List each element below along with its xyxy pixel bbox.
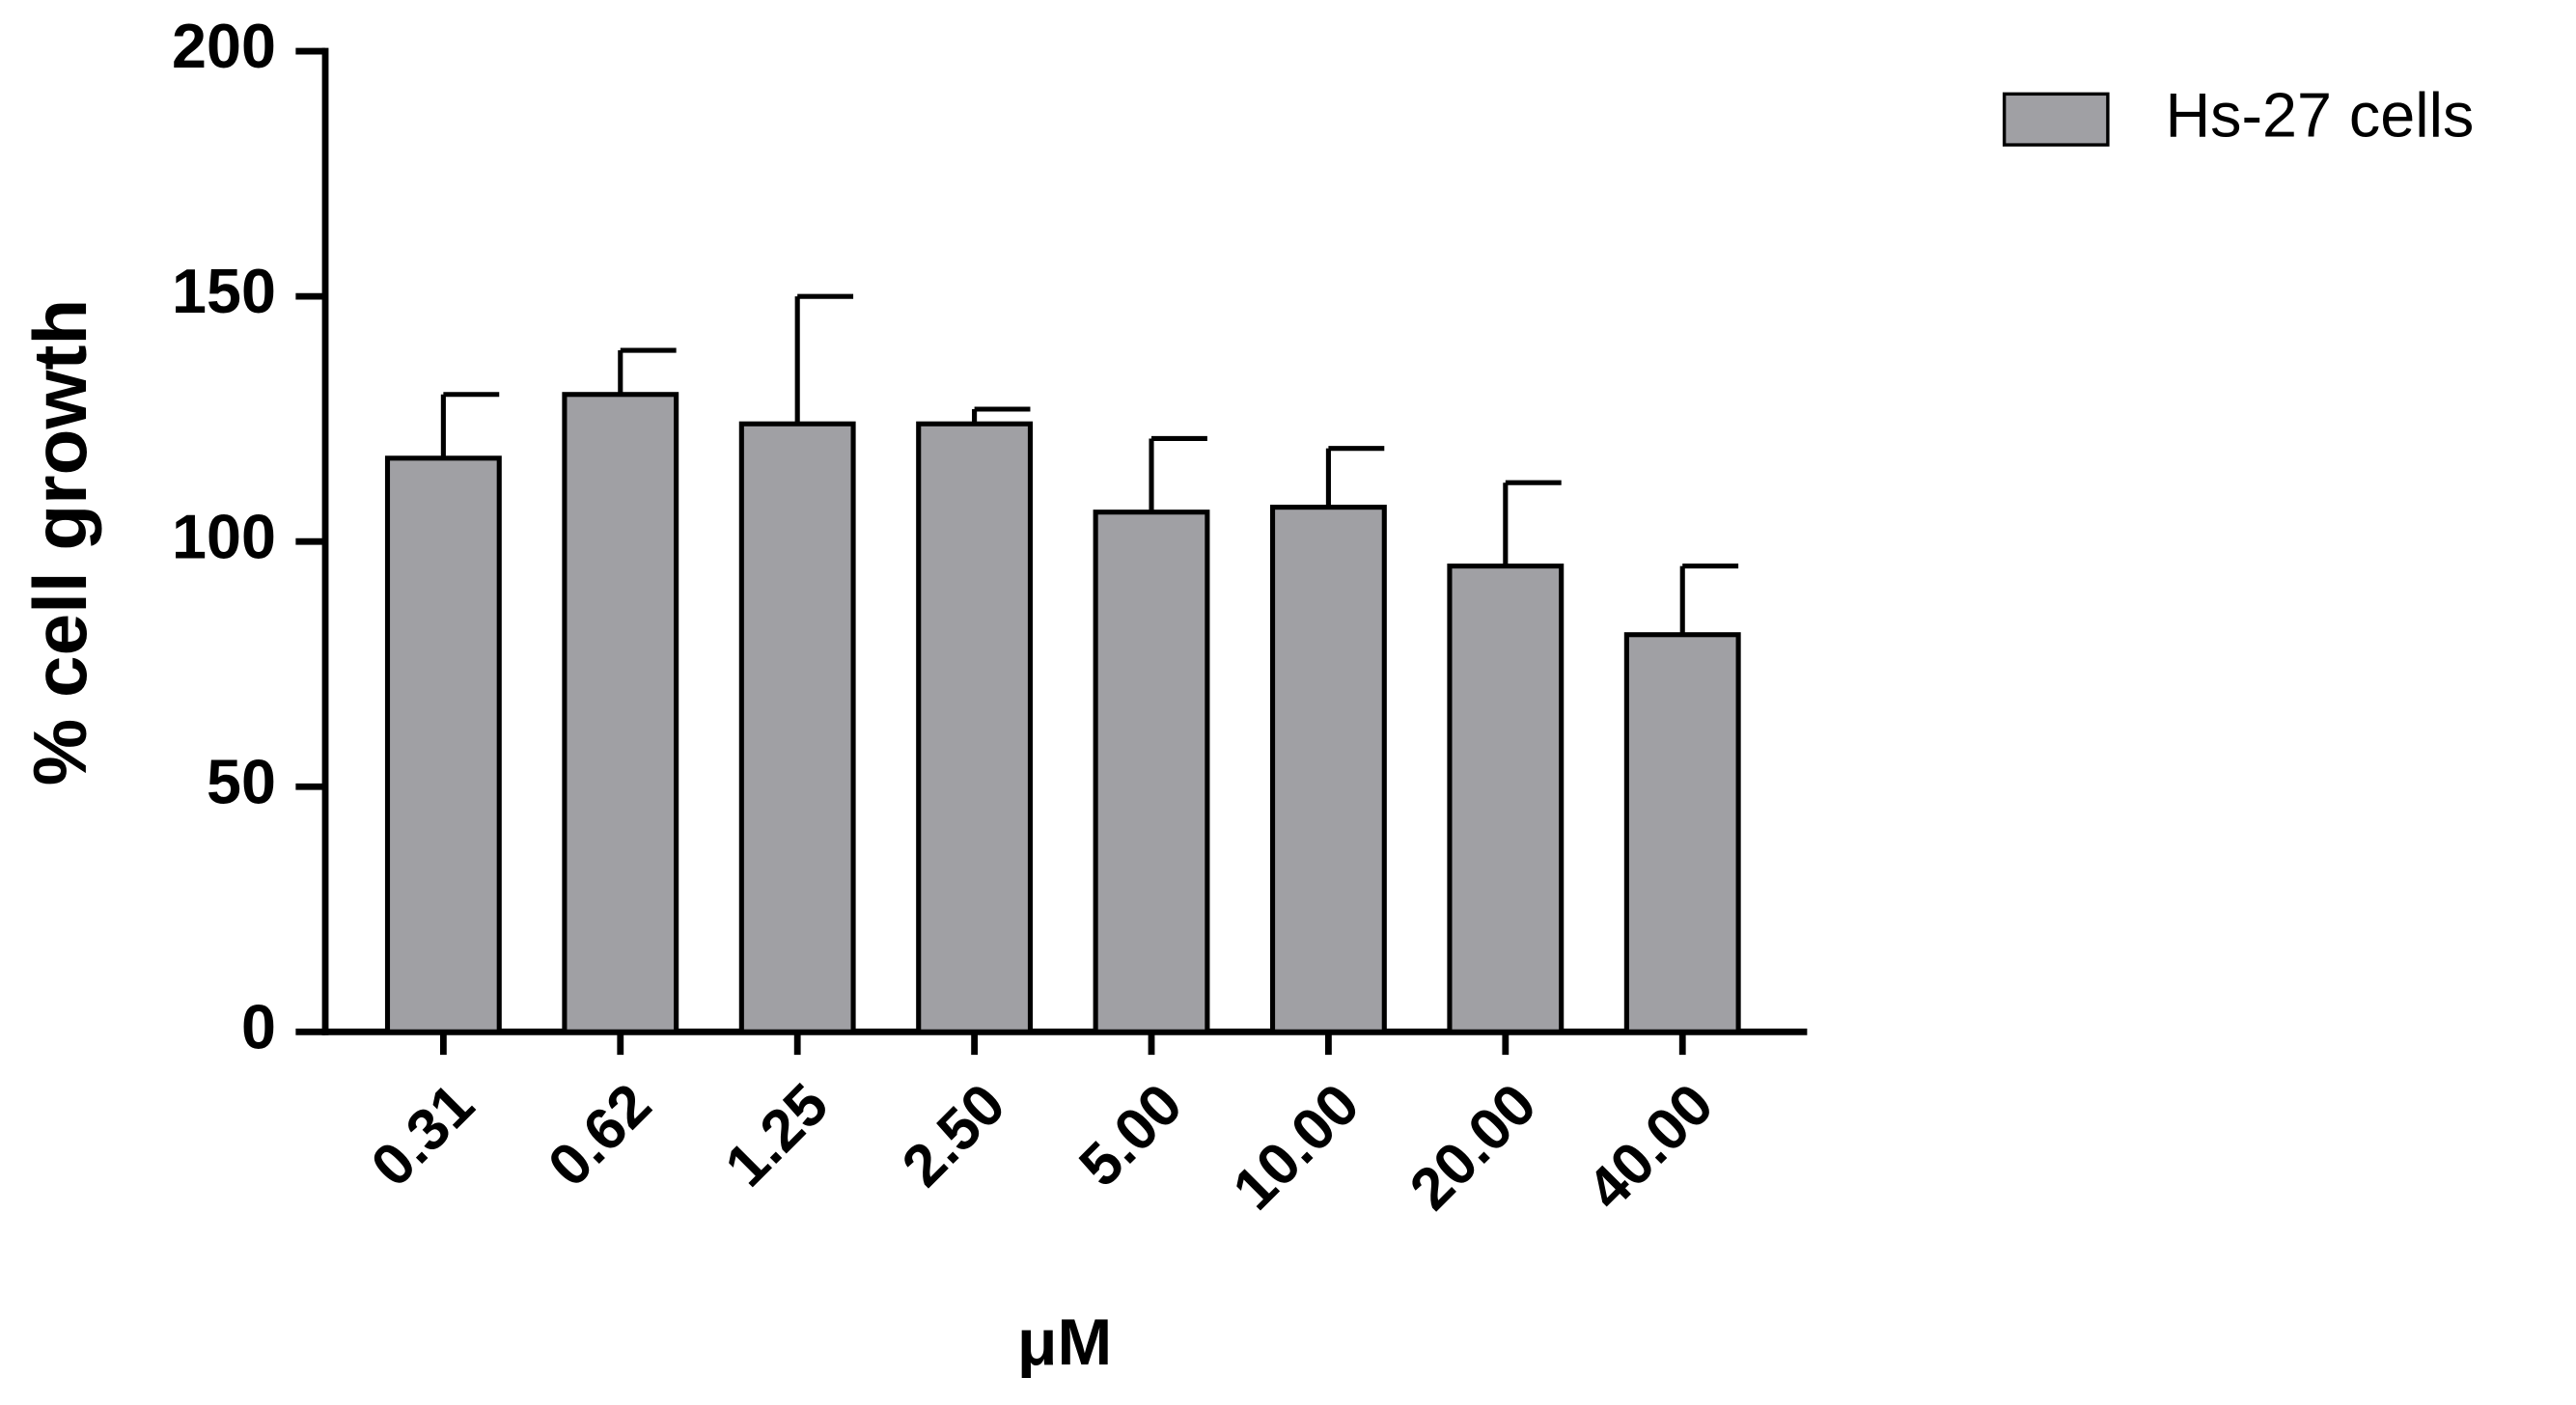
x-tick-label: 5.00 xyxy=(1066,1071,1194,1198)
x-tick-label: 1.25 xyxy=(712,1071,840,1198)
legend-swatch xyxy=(2002,92,2110,147)
x-tick-label: 40.00 xyxy=(1574,1071,1726,1223)
y-tick-label: 50 xyxy=(207,746,276,816)
y-axis-title: % cell growth xyxy=(17,299,102,786)
bar xyxy=(384,455,502,1034)
x-tick-label: 10.00 xyxy=(1220,1071,1371,1223)
x-tick-label: 0.62 xyxy=(536,1071,663,1198)
error-bar xyxy=(618,347,677,395)
bar xyxy=(738,421,856,1034)
error-bar xyxy=(972,406,1031,425)
bar xyxy=(562,392,679,1034)
error-bar xyxy=(1325,446,1385,508)
error-bar xyxy=(1679,564,1739,635)
y-tick-label: 150 xyxy=(172,256,276,326)
bar xyxy=(1093,510,1210,1034)
x-axis-title: μM xyxy=(1017,1306,1112,1379)
y-tick-label: 100 xyxy=(172,501,276,571)
legend-label: Hs-27 cells xyxy=(2165,80,2474,151)
error-bar xyxy=(1503,480,1562,566)
x-tick-label: 2.50 xyxy=(890,1071,1017,1198)
y-tick-label: 0 xyxy=(241,991,276,1061)
error-bar xyxy=(794,293,854,425)
error-bar xyxy=(440,392,500,458)
bar xyxy=(1623,632,1741,1034)
bar xyxy=(1447,564,1565,1034)
bar xyxy=(1269,505,1387,1034)
x-tick-label: 0.31 xyxy=(358,1071,485,1198)
y-tick-label: 200 xyxy=(172,11,276,81)
bar xyxy=(916,421,1034,1034)
error-bar xyxy=(1149,435,1207,512)
x-tick-label: 20.00 xyxy=(1398,1071,1549,1223)
